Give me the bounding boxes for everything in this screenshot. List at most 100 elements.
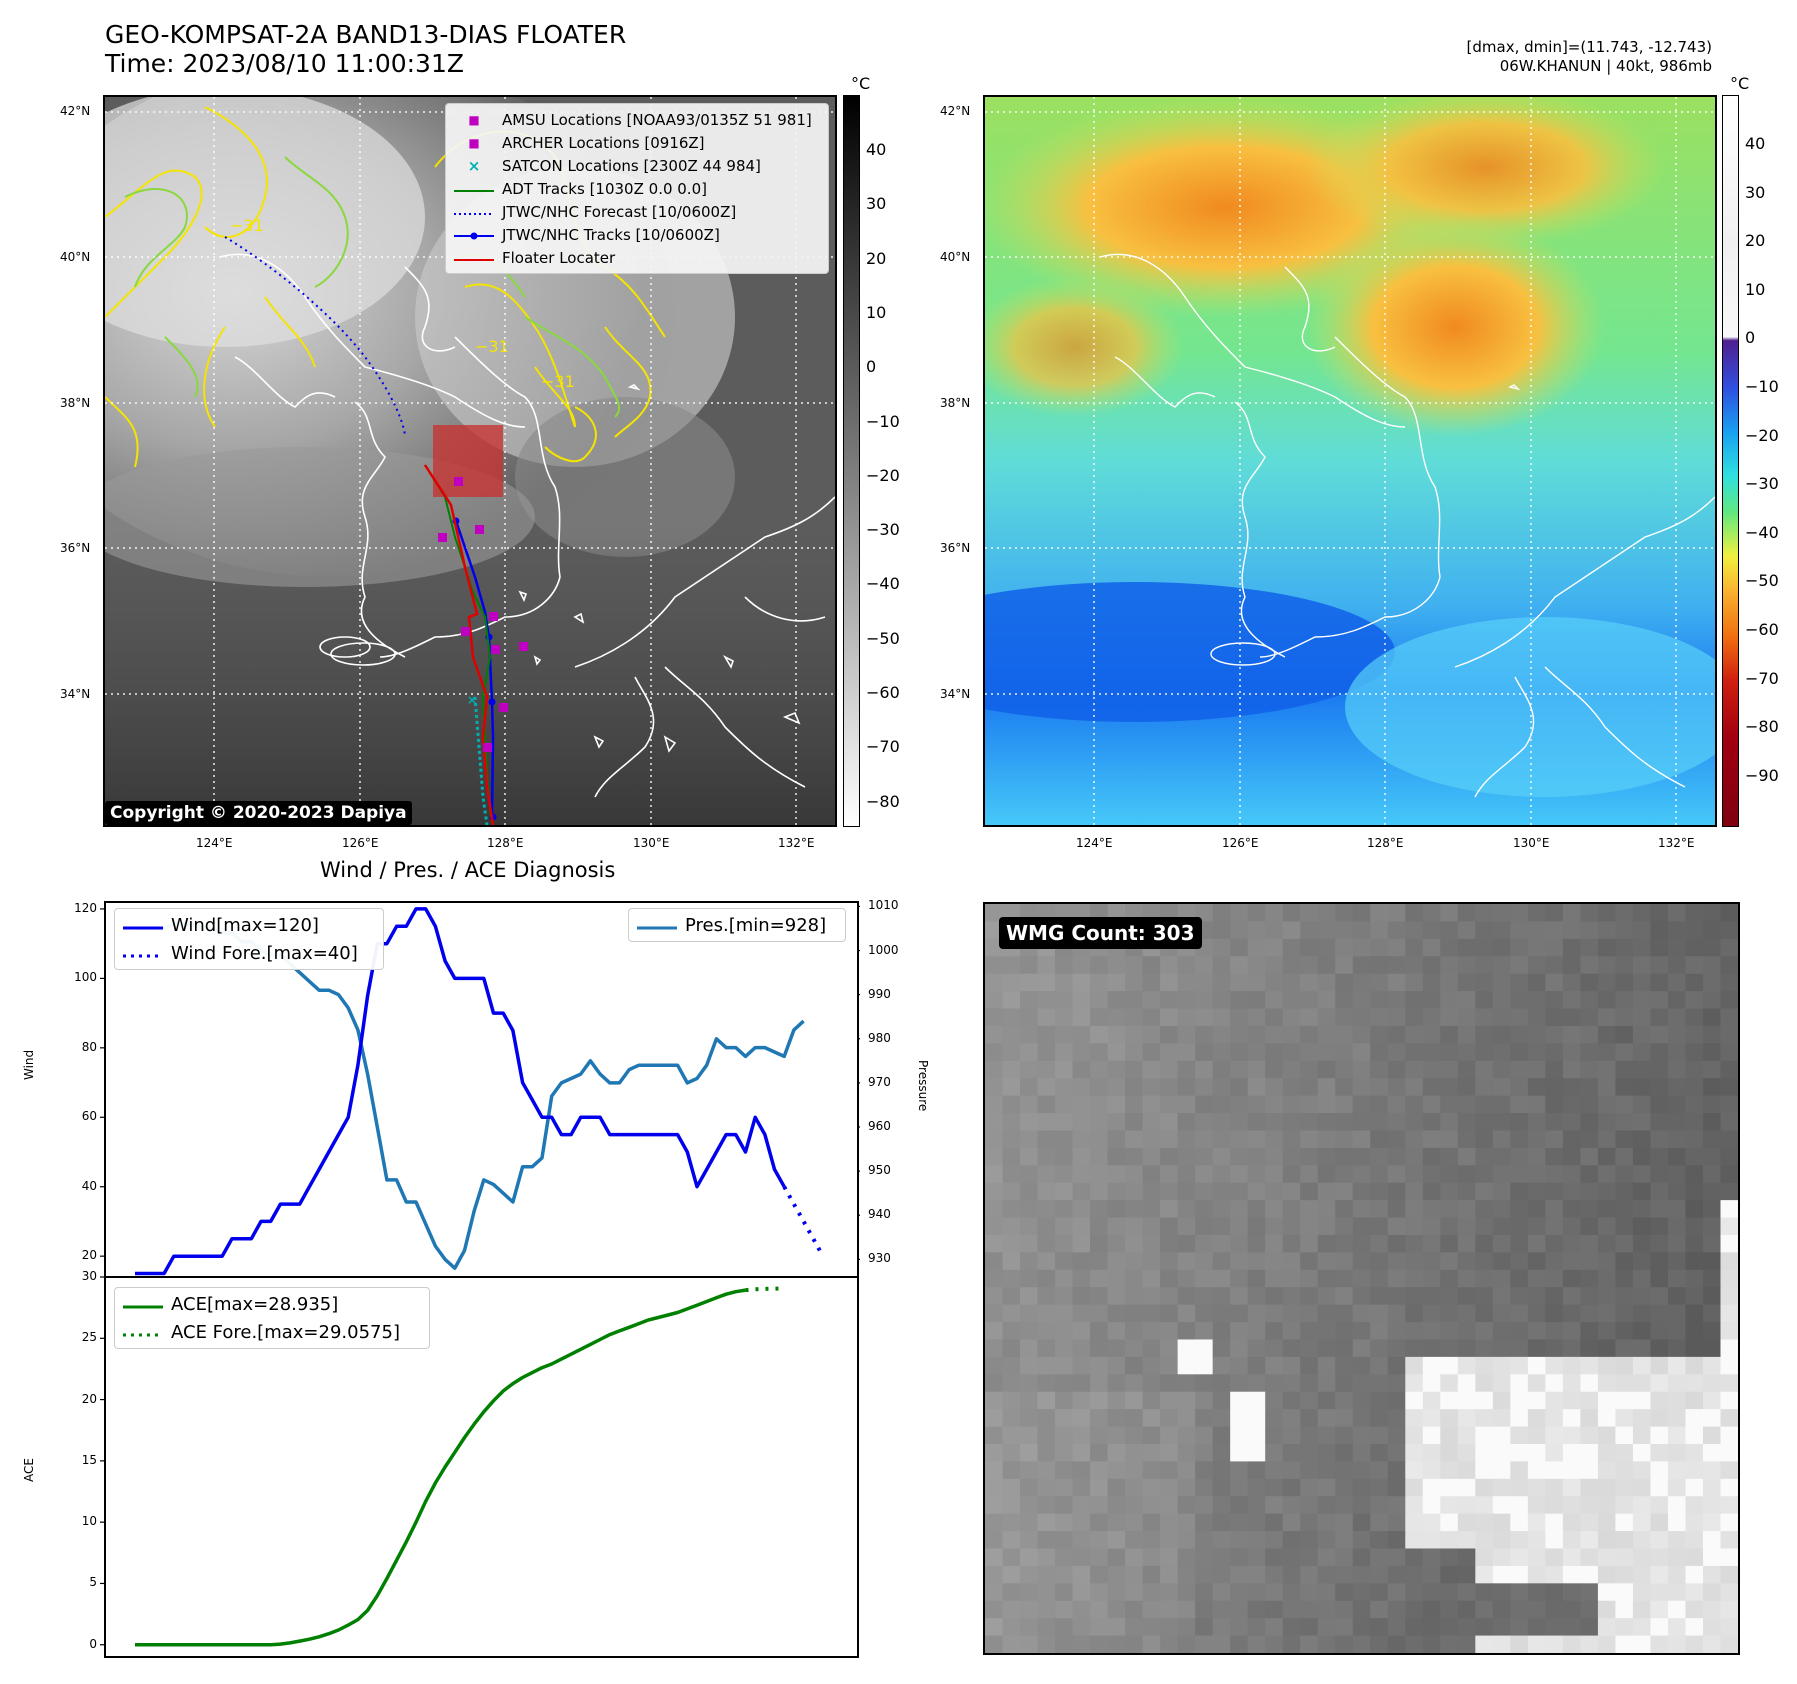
colorbar-tick: −80 [866,791,900,811]
satcon-track [473,696,489,825]
axis-tick-label: 20 [81,1248,97,1263]
colorbar-tick: −30 [866,520,900,540]
diagnosis-title: Wind / Pres. / ACE Diagnosis [320,858,616,882]
colorbar-tick: −80 [1745,717,1779,737]
axis-tick-label: 950 [868,1163,891,1178]
copyright-label: Copyright © 2020-2023 Dapiya [105,801,412,825]
colorbar-tick: −10 [866,411,900,431]
lon-label: 124°E [1076,836,1113,850]
legend-item-satcon: × SATCON Locations [2300Z 44 984] [467,156,761,175]
colorbar-tick: −70 [1745,668,1779,688]
lat-label: 42°N [60,104,91,118]
floater-box [433,425,503,497]
axis-tick-label: 5 [89,1575,97,1590]
wmg-image [985,904,1738,1653]
axis-tick-label: 990 [868,986,891,1001]
colorbar-tick: −50 [866,628,900,648]
lon-label: 128°E [487,836,524,850]
pressure-line [135,922,805,1270]
lat-label: 34°N [940,687,971,701]
colorbar-tick: 0 [866,357,877,377]
wind-legend: Wind[max=120] Wind Fore.[max=40] [114,908,384,970]
lon-label: 128°E [1367,836,1404,850]
ace-forecast-line [745,1286,785,1293]
colorbar-tick: 30 [866,194,887,214]
contour-label: −31 [541,372,575,391]
ace-plot-frame [104,1276,859,1658]
colorbar-tick: −10 [1745,377,1779,396]
axis-tick-label: 60 [81,1109,97,1124]
colorbar-unit: °C [851,74,871,93]
floater-locater-track [423,464,495,825]
lon-label: 130°E [633,836,670,850]
axis-tick-label: 0 [89,1636,97,1651]
jtwc-forecast-track [224,236,406,438]
enhanced-map-panel [983,95,1717,827]
lon-label: 132°E [778,836,815,850]
colorbar-tick: −60 [866,683,900,702]
enhanced-colorbar [1722,95,1739,827]
ir-map-panel: −31 −31 −31 [103,95,837,827]
pressure-legend: Pres.[min=928] [628,908,846,942]
ace-axis-label: ACE [22,1458,36,1482]
axis-tick-label: 120 [74,900,97,915]
axis-tick-label: 930 [868,1251,891,1266]
colorbar-tick: −70 [866,737,900,757]
colorbar-unit: °C [1730,74,1750,93]
lat-label: 36°N [940,541,971,555]
ir-colorbar [843,95,860,827]
axis-tick-label: 960 [868,1119,891,1133]
lat-label: 40°N [60,250,91,264]
lat-label: 38°N [940,396,971,410]
colorbar-tick: 40 [866,140,887,159]
wind-line [135,907,786,1276]
axis-tick-label: 10 [81,1514,97,1529]
colorbar-tick: 30 [1745,182,1766,202]
axis-tick-label: 980 [868,1030,891,1045]
colorbar-tick: 40 [1745,134,1766,153]
lon-label: 130°E [1513,836,1550,850]
colorbar-tick: −20 [1745,425,1779,445]
axis-tick-label: 940 [868,1207,891,1222]
colorbar-tick: −60 [1745,620,1779,639]
colorbar-tick: −50 [1745,571,1779,591]
legend-item-pressure: Pres.[min=928] [637,914,827,936]
axis-tick-label: 1000 [868,942,899,957]
legend-item-floater: Floater Locater [454,248,616,267]
axis-tick-label: 25 [81,1330,97,1345]
lon-label: 124°E [196,836,233,850]
legend-item-jtwc-tracks: JTWC/NHC Tracks [10/0600Z] [446,223,828,246]
axis-tick-label: 1010 [868,898,899,913]
wind-forecast-line [782,1185,825,1258]
figure-title: GEO-KOMPSAT-2A BAND13-DIAS FLOATER Time:… [105,20,627,78]
axis-tick-label: 970 [868,1074,891,1089]
axis-tick-label: 40 [81,1178,97,1193]
lon-label: 126°E [342,836,379,850]
wmg-panel: WMG Count: 303 [983,902,1740,1655]
wmg-count-label: WMG Count: 303 [999,917,1202,949]
pressure-axis-label: Pressure [916,1060,930,1112]
legend-item-wind-forecast: Wind Fore.[max=40] [123,942,358,964]
axis-tick-label: 100 [74,970,97,985]
legend-item-adt: ADT Tracks [1030Z 0.0 0.0] [454,179,707,198]
colorbar-tick: 10 [1745,279,1766,299]
colorbar-tick: −30 [1745,474,1779,494]
axis-tick-label: 30 [81,1269,97,1283]
ace-line [135,1288,746,1647]
contour-label: −31 [230,216,264,235]
lon-label: 132°E [1658,836,1695,850]
wind-axis-label: Wind [22,1049,36,1080]
colorbar-tick: 0 [1745,328,1756,348]
lon-label: 126°E [1222,836,1259,850]
ace-legend: ACE[max=28.935] ACE Fore.[max=29.0575] [114,1287,430,1349]
contour-label: −31 [475,337,509,356]
legend-item-ace: ACE[max=28.935] [123,1293,339,1315]
axis-tick-label: 80 [81,1039,97,1054]
legend-item-archer: ■ ARCHER Locations [0916Z] [468,133,705,152]
colorbar-tick: −40 [1745,522,1779,542]
colorbar-tick: 20 [1745,231,1766,251]
lat-label: 34°N [60,687,91,701]
map-legend: ■ AMSU Locations [NOAA93/0135Z 51 981] ■ A… [445,103,829,274]
colorbar-tick: −20 [866,465,900,485]
axis-tick-label: 15 [81,1452,97,1467]
